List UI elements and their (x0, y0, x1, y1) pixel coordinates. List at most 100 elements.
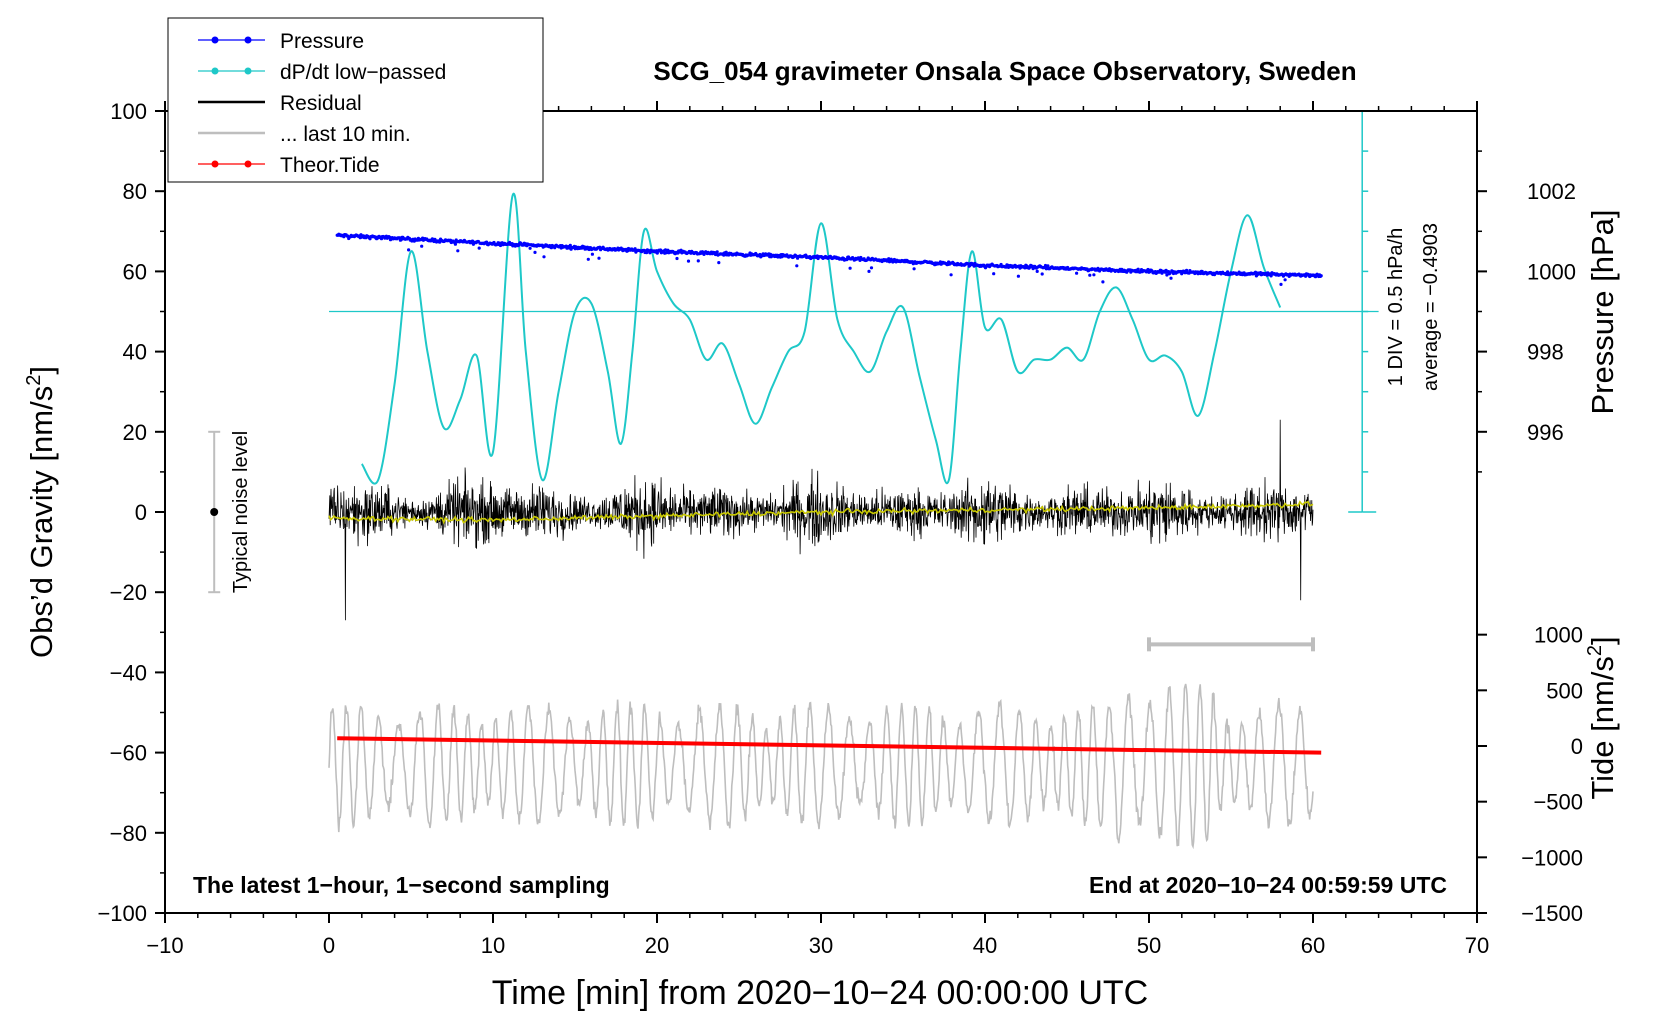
pressure-point (568, 243, 572, 247)
noise-level-label: Typical noise level (230, 431, 252, 593)
y-axis-label-main: Obs’d Gravity [nm/s (24, 386, 59, 658)
legend-marker (244, 160, 252, 168)
pressure-point (1075, 271, 1079, 275)
pressure-point (848, 266, 852, 270)
tide-tick-label: −1500 (1521, 901, 1583, 926)
pressure-point (794, 254, 798, 258)
pressure-point (533, 250, 537, 254)
y-tick-label: 100 (110, 99, 147, 124)
legend-item-label: Theor.Tide (280, 154, 380, 177)
pressure-point (1035, 269, 1039, 273)
dpdt-average-label: average = −0.4903 (1420, 223, 1442, 391)
pressure-point (1169, 276, 1173, 280)
pressure-point (715, 250, 719, 254)
dpdt-series-line (360, 192, 1282, 485)
pressure-point (1092, 273, 1096, 277)
residual-series-line (328, 419, 1314, 621)
pressure-point (1279, 282, 1283, 286)
x-tick-label: 50 (1137, 933, 1161, 958)
pressure-point (528, 246, 532, 250)
data-series-group (328, 192, 1379, 850)
x-tick-label: 10 (481, 933, 505, 958)
chart-title: SCG_054 gravimeter Onsala Space Observat… (653, 56, 1356, 86)
pressure-point (590, 252, 595, 256)
x-tick-label: 40 (973, 933, 997, 958)
pressure-tick-label: 998 (1527, 340, 1564, 365)
pressure-point (420, 244, 424, 248)
x-tick-label: 0 (323, 933, 335, 958)
pressure-tick-label: 1002 (1527, 179, 1576, 204)
pressure-tick-label: 1000 (1527, 259, 1576, 284)
legend: Pressure dP/dt low−passed Residual ... last… (167, 17, 544, 183)
y-tick-label: −80 (110, 821, 147, 846)
pressure-point (949, 273, 953, 277)
x-tick-label: 30 (809, 933, 833, 958)
pressure-point (1168, 271, 1172, 275)
x-tick-label: −10 (146, 933, 183, 958)
labels-group: Typical noise level 1 DIV = 0.5 hPa/h aver… (23, 56, 1620, 1012)
pressure-tick-label: 996 (1527, 420, 1564, 445)
tide-axis-label-sup: 2 (1584, 645, 1606, 656)
pressure-point (585, 245, 590, 249)
dpdt-scale-label: 1 DIV = 0.5 hPa/h (1385, 228, 1407, 386)
pressure-point (686, 259, 691, 263)
legend-item-label: Residual (280, 92, 362, 115)
y-tick-label: 0 (135, 500, 147, 525)
pressure-point (407, 248, 411, 252)
y-tick-label: 40 (123, 340, 147, 365)
pressure-point (1253, 270, 1258, 274)
pressure-point (1016, 274, 1021, 278)
pressure-point (1283, 278, 1287, 282)
tide-series-line (337, 736, 1322, 755)
y-tick-label: 20 (123, 420, 147, 445)
x-tick-label: 20 (645, 933, 669, 958)
pressure-point (845, 258, 849, 262)
pressure-point (1319, 274, 1323, 278)
legend-marker (211, 67, 219, 75)
legend-marker (211, 160, 219, 168)
pressure-point (477, 246, 481, 250)
x-tick-label: 70 (1465, 933, 1489, 958)
x-tick-label: 60 (1301, 933, 1325, 958)
noise-bar-dot (210, 508, 219, 516)
y-tick-label: 80 (123, 179, 147, 204)
legend-marker (211, 36, 219, 44)
pressure-point (1185, 268, 1189, 272)
axes-group (155, 101, 1487, 923)
pressure-point (1136, 267, 1140, 271)
pressure-point (795, 264, 799, 268)
legend-item-label: dP/dt low−passed (280, 61, 446, 84)
y-tick-label: −40 (110, 660, 147, 685)
pressure-point (696, 259, 700, 263)
tide-axis-label: Tide [nm/s2] (1584, 636, 1620, 799)
legend-box (167, 17, 544, 183)
pressure-point (1040, 272, 1044, 276)
tide-tick-label: 500 (1546, 678, 1583, 703)
y-tick-label: −100 (97, 901, 147, 926)
last10min-series-line (328, 683, 1314, 850)
pressure-point (1101, 280, 1105, 284)
y-axis-label-close: ] (24, 366, 59, 375)
y-axis-label: Obs’d Gravity [nm/s2] (23, 366, 59, 658)
legend-item-label: Pressure (280, 30, 364, 53)
pressure-point (675, 256, 679, 261)
tide-tick-label: 1000 (1534, 623, 1583, 648)
tide-axis-label-close: ] (1585, 636, 1620, 645)
pressure-point (586, 257, 590, 261)
y-tick-label: −20 (110, 580, 147, 605)
y-tick-label: −60 (110, 741, 147, 766)
pressure-point (1088, 273, 1092, 277)
legend-item-label: ... last 10 min. (280, 123, 411, 146)
residual-smoothed-line (328, 500, 1314, 525)
pressure-point (456, 249, 460, 253)
pressure-point (453, 242, 457, 246)
tide-tick-label: −500 (1533, 790, 1583, 815)
pressure-point (717, 261, 721, 265)
tide-tick-label: 0 (1571, 734, 1583, 759)
pressure-point (542, 255, 546, 259)
tide-tick-label: −1000 (1521, 845, 1583, 870)
pressure-point (1165, 273, 1169, 277)
legend-marker (244, 67, 252, 75)
pressure-axis-label: Pressure [hPa] (1585, 209, 1620, 414)
